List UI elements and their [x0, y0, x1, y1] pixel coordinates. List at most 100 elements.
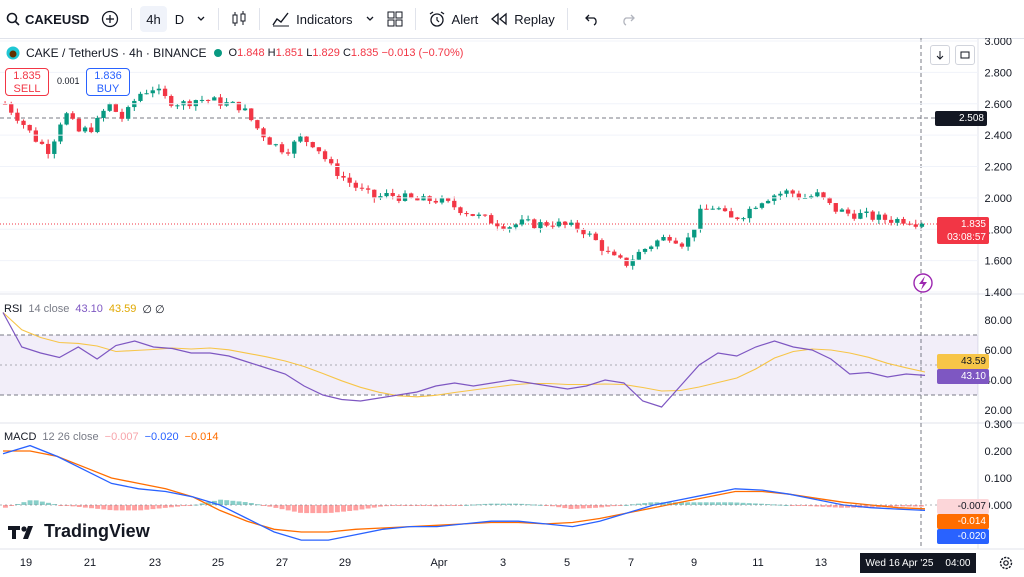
symbol-title: CAKE / TetherUS · 4h · BINANCE [26, 46, 207, 60]
divider [566, 8, 568, 30]
macd-histogram-bar [648, 502, 654, 505]
undo-button[interactable] [574, 0, 610, 38]
price-tick-label: 1.600 [984, 256, 1012, 268]
candle-body [119, 111, 125, 119]
candle-body [433, 200, 438, 203]
candle-body [593, 233, 598, 241]
candle-body [815, 192, 820, 197]
maximize-pane-button[interactable] [955, 45, 975, 65]
candle-body [193, 100, 198, 107]
macd-histogram-bar [365, 505, 371, 509]
macd-histogram-bar [482, 503, 488, 505]
candle-body [550, 225, 555, 227]
macd-signal-tag: -0.014 [937, 514, 989, 529]
chart-canvas[interactable]: 3.000 2.800 2.600 2.400 2.200 2.000 1.800 1.600… [0, 38, 1024, 577]
indicators-dropdown[interactable] [359, 0, 381, 38]
candle-body [396, 195, 402, 201]
macd-histogram-bar [328, 505, 334, 513]
grid-icon [387, 11, 403, 27]
candle-body [267, 137, 272, 145]
macd-histogram-bar [304, 505, 310, 514]
compare-button[interactable] [95, 0, 125, 38]
buy-price: 1.836 [94, 70, 122, 82]
candle-body [889, 219, 894, 223]
timeframe-dropdown[interactable] [190, 0, 212, 38]
candle-body [501, 226, 506, 230]
ohlc-values: O1.848 H1.851 L1.829 C1.835 −0.013 (−0.7… [228, 47, 464, 59]
candle-body [390, 193, 395, 196]
indicators-button[interactable]: Indicators [266, 0, 358, 38]
candle-body [95, 117, 100, 133]
rsi-tick-label: 40.00 [984, 375, 1012, 387]
tradingview-logo[interactable]: TradingView [8, 521, 150, 542]
buy-button[interactable]: 1.836 BUY [86, 68, 130, 96]
alert-button[interactable]: Alert [422, 0, 485, 38]
candle-body [673, 240, 678, 244]
candle-body [169, 96, 174, 106]
price-tick-label: 2.400 [984, 130, 1012, 142]
macd-histogram-bar [906, 505, 912, 507]
candle-body [735, 217, 740, 219]
candle-body [365, 188, 371, 190]
sell-button[interactable]: 1.835 SELL [5, 68, 49, 96]
macd-histogram-bar [279, 505, 285, 510]
macd-histogram-bar [113, 505, 119, 511]
macd-histogram-bar [746, 503, 752, 505]
candle-body [273, 144, 278, 146]
macd-histogram-bar [439, 505, 445, 507]
candle-body [15, 112, 20, 121]
macd-histogram-bar [716, 502, 721, 505]
macd-histogram-bar [912, 505, 918, 507]
macd-histogram-bar [759, 503, 764, 505]
replay-button[interactable]: Replay [484, 0, 560, 38]
redo-button[interactable] [610, 0, 646, 38]
indicators-label: Indicators [296, 11, 353, 27]
rsi-ma-value: 43.59 [108, 303, 137, 315]
price-axis[interactable]: 3.000 2.800 2.600 2.400 2.200 2.000 1.800 1.600… [0, 38, 1012, 299]
candle-body [304, 136, 309, 143]
macd-histogram-bar [15, 504, 21, 506]
macd-histogram-bar [46, 502, 51, 505]
layouts-button[interactable] [381, 0, 409, 38]
symbol-legend[interactable]: CAKE / TetherUS · 4h · BINANCE O1.848 H1… [6, 46, 463, 60]
macd-histogram-bar [261, 505, 267, 506]
lightning-icon[interactable] [913, 273, 933, 293]
chart-type-button[interactable] [225, 0, 253, 38]
macd-axis[interactable]: 0.300 0.200 0.100 0.000 [0, 419, 1012, 512]
macd-histogram-bar [138, 505, 144, 511]
candle-body [236, 101, 242, 111]
macd-histogram-bar [845, 505, 851, 508]
candle-body [39, 141, 45, 144]
macd-hist-value: −0.007 [104, 431, 139, 443]
candle-body [827, 197, 832, 204]
symbol-search[interactable]: CAKEUSD [0, 0, 95, 38]
rsi-legend[interactable]: RSI 14 close 43.10 43.59 ∅ ∅ [4, 303, 165, 316]
macd-histogram-bar [107, 505, 113, 511]
timeframe-4h[interactable]: 4h [140, 6, 167, 32]
candle-body [612, 251, 617, 256]
candle-body [415, 197, 420, 201]
macd-legend[interactable]: MACD 12 26 close −0.007 −0.020 −0.014 [4, 431, 219, 443]
rsi-axis[interactable]: 80.00 60.00 40.00 20.00 [984, 315, 1012, 417]
macd-histogram-bar [795, 505, 801, 506]
candle-body [452, 200, 457, 208]
macd-histogram-bar [525, 504, 531, 506]
macd-histogram-bar [125, 505, 131, 511]
macd-histogram-bar [765, 504, 771, 506]
candle-body [359, 187, 365, 189]
candle-body [575, 222, 580, 230]
rsi-tick-label: 80.00 [984, 315, 1012, 327]
macd-histogram-bar [451, 505, 457, 506]
macd-histogram-bar [70, 505, 76, 507]
candle-body [790, 190, 795, 194]
settings-button[interactable] [998, 555, 1014, 576]
time-axis[interactable]: 19 21 23 25 27 29 Apr 3 5 7 9 11 13 [20, 557, 827, 569]
candle-body [778, 193, 783, 196]
candle-body [741, 218, 746, 220]
scroll-down-button[interactable] [930, 45, 950, 65]
add-circle-icon [102, 10, 119, 28]
timeframe-d[interactable]: D [174, 11, 185, 27]
macd-histogram-bar [593, 505, 598, 508]
macd-histogram-bar [445, 505, 451, 506]
macd-tag: -0.020 [937, 529, 989, 544]
